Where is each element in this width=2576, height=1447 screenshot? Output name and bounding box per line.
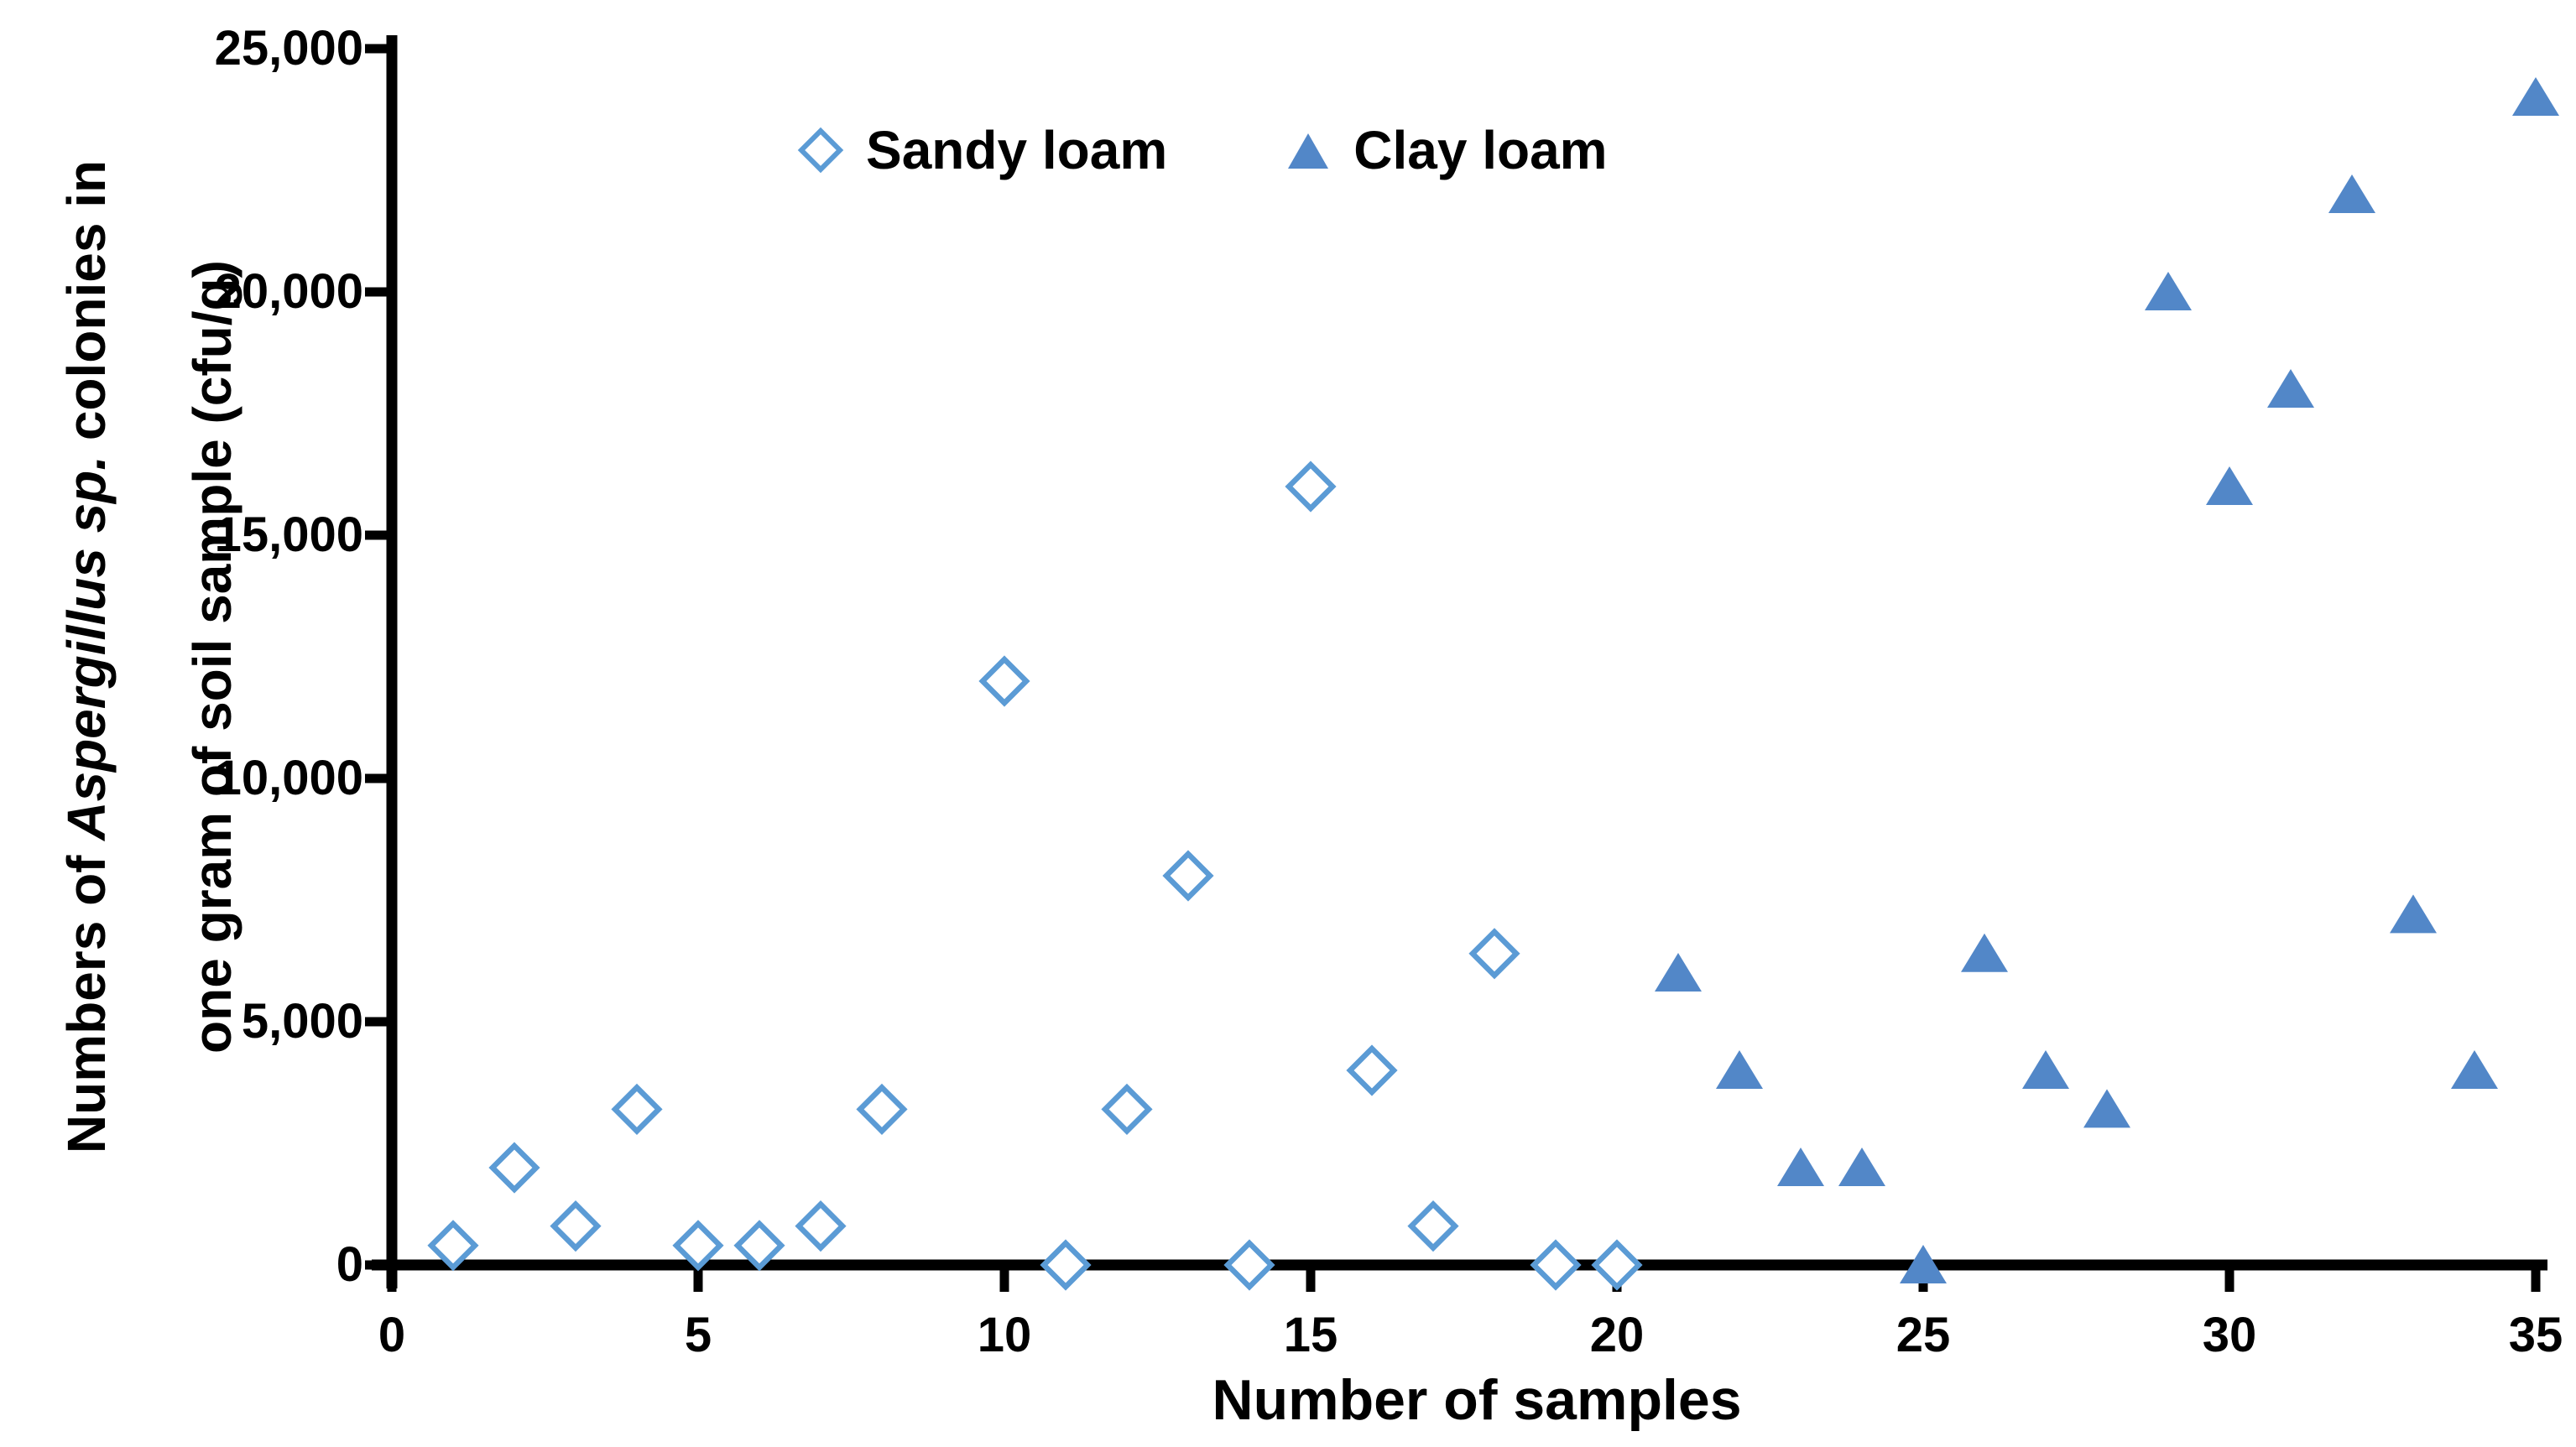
sandy-loam-point bbox=[611, 1083, 663, 1135]
clay-loam-point bbox=[1838, 1148, 1885, 1186]
clay-loam-point bbox=[2083, 1089, 2130, 1128]
sandy-loam-point bbox=[978, 655, 1030, 707]
clay-loam-point bbox=[1716, 1050, 1763, 1089]
sandy-loam-point bbox=[1468, 928, 1520, 980]
y-tick-label: 10,000 bbox=[214, 751, 363, 805]
sandy-loam-point bbox=[550, 1200, 602, 1252]
x-tick-label: 0 bbox=[378, 1308, 406, 1362]
sandy-loam-point bbox=[1162, 850, 1214, 902]
legend: Sandy loam Clay loam bbox=[797, 119, 1608, 181]
y-tick-label: 0 bbox=[336, 1237, 363, 1292]
x-tick-label: 25 bbox=[1895, 1308, 1951, 1362]
sandy-loam-point bbox=[856, 1083, 908, 1135]
sandy-loam-point bbox=[672, 1220, 724, 1272]
sandy-loam-point bbox=[1591, 1239, 1643, 1291]
x-axis-title: Number of samples bbox=[1212, 1368, 1742, 1432]
x-tick-label: 30 bbox=[2202, 1308, 2257, 1362]
legend-item-clay-loam: Clay loam bbox=[1285, 119, 1608, 181]
clay-loam-point bbox=[1961, 933, 2008, 972]
clay-loam-point bbox=[2451, 1050, 2498, 1089]
x-tick-label: 35 bbox=[2508, 1308, 2563, 1362]
legend-item-sandy-loam: Sandy loam bbox=[797, 119, 1167, 181]
y-tick-label: 15,000 bbox=[214, 507, 363, 562]
filled-triangle-icon bbox=[1288, 133, 1329, 169]
sandy-loam-point bbox=[1407, 1200, 1459, 1252]
sandy-loam-point bbox=[488, 1142, 540, 1194]
sandy-loam-point bbox=[733, 1220, 785, 1272]
clay-loam-point bbox=[1777, 1148, 1824, 1186]
clay-loam-point bbox=[2267, 369, 2314, 408]
sandy-loam-point bbox=[1530, 1239, 1582, 1291]
legend-label-clay-loam: Clay loam bbox=[1353, 120, 1608, 180]
sandy-loam-point bbox=[1101, 1083, 1153, 1135]
x-tick-label: 10 bbox=[977, 1308, 1032, 1362]
x-tick-label: 15 bbox=[1283, 1308, 1338, 1362]
open-diamond-icon bbox=[797, 127, 844, 174]
legend-label-sandy-loam: Sandy loam bbox=[866, 120, 1168, 180]
sandy-loam-point bbox=[427, 1220, 479, 1272]
clay-loam-point bbox=[2145, 272, 2192, 310]
clay-loam-point bbox=[2206, 466, 2253, 505]
clay-loam-point bbox=[2328, 174, 2375, 213]
sandy-loam-point bbox=[1285, 461, 1337, 513]
x-tick-label: 20 bbox=[1589, 1308, 1645, 1362]
clay-loam-point bbox=[1900, 1245, 1947, 1283]
x-tick-label: 5 bbox=[684, 1308, 712, 1362]
clay-loam-point bbox=[2022, 1050, 2069, 1089]
y-tick-label: 25,000 bbox=[214, 21, 363, 75]
clay-loam-point bbox=[2512, 77, 2559, 116]
clay-loam-point bbox=[2390, 894, 2437, 934]
sandy-loam-point bbox=[1346, 1044, 1398, 1096]
sandy-loam-point bbox=[1040, 1239, 1092, 1291]
sandy-loam-point bbox=[1223, 1239, 1275, 1291]
sandy-loam-point bbox=[795, 1200, 847, 1252]
y-tick-label: 5,000 bbox=[241, 994, 363, 1049]
y-tick-label: 20,000 bbox=[214, 264, 363, 319]
clay-loam-point bbox=[1655, 953, 1702, 992]
